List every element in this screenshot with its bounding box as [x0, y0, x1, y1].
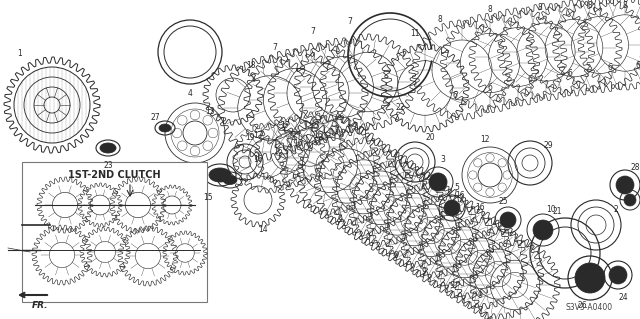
Text: 7: 7: [273, 42, 277, 51]
Text: 16: 16: [293, 138, 303, 147]
Text: 9: 9: [365, 234, 371, 242]
Circle shape: [575, 263, 605, 293]
Text: 10: 10: [546, 205, 556, 214]
Text: 1: 1: [18, 48, 22, 57]
Text: 2: 2: [614, 205, 618, 214]
Text: 5: 5: [454, 183, 460, 192]
Text: 8: 8: [538, 3, 542, 11]
Text: 4: 4: [188, 90, 193, 99]
Text: 8: 8: [623, 1, 627, 10]
Text: FR.: FR.: [32, 300, 48, 309]
Text: 1ST-2ND CLUTCH: 1ST-2ND CLUTCH: [68, 170, 161, 180]
Text: 27: 27: [150, 114, 160, 122]
Circle shape: [429, 173, 447, 191]
Ellipse shape: [209, 168, 231, 182]
Text: 22: 22: [396, 102, 404, 112]
Circle shape: [616, 176, 634, 194]
Circle shape: [609, 266, 627, 284]
Text: 12: 12: [480, 136, 490, 145]
Text: 20: 20: [425, 132, 435, 142]
Text: 14: 14: [258, 226, 268, 234]
Text: 7: 7: [310, 27, 316, 36]
Text: 7: 7: [348, 18, 353, 26]
Text: 11: 11: [410, 28, 420, 38]
Text: 17: 17: [280, 121, 290, 130]
Text: 15: 15: [203, 192, 213, 202]
Text: 3: 3: [440, 155, 445, 165]
Text: 6: 6: [488, 84, 492, 93]
Text: 18: 18: [246, 61, 256, 70]
Text: 9: 9: [422, 268, 426, 277]
Ellipse shape: [159, 124, 171, 132]
Text: 9: 9: [477, 291, 483, 300]
Text: 9: 9: [449, 280, 454, 290]
Text: 6: 6: [636, 61, 640, 70]
Text: 24: 24: [618, 293, 628, 301]
Text: 16: 16: [253, 155, 263, 165]
Text: 17: 17: [253, 130, 263, 139]
Circle shape: [624, 194, 636, 206]
Text: 23: 23: [103, 160, 113, 169]
Text: 28: 28: [630, 162, 640, 172]
Text: 6: 6: [568, 69, 572, 78]
Text: 16: 16: [273, 147, 283, 157]
Text: 25: 25: [498, 197, 508, 206]
Text: 19: 19: [245, 132, 255, 142]
Ellipse shape: [223, 175, 237, 184]
Circle shape: [500, 212, 516, 228]
Text: 8: 8: [588, 1, 593, 10]
Text: 8: 8: [438, 16, 442, 25]
Text: 29: 29: [543, 140, 553, 150]
Text: 13: 13: [205, 107, 215, 115]
Circle shape: [533, 220, 553, 240]
Text: 9: 9: [394, 251, 399, 261]
Bar: [22, 162, 207, 302]
Ellipse shape: [100, 143, 116, 153]
Text: 6: 6: [452, 91, 458, 100]
Text: 16: 16: [455, 190, 465, 199]
Text: 6: 6: [527, 76, 532, 85]
Text: 26: 26: [577, 301, 587, 310]
Text: 21: 21: [552, 206, 562, 216]
Text: 16: 16: [313, 130, 323, 139]
Circle shape: [444, 200, 460, 216]
Text: 16: 16: [475, 204, 485, 212]
Text: 6: 6: [607, 63, 612, 72]
Text: S3V3-A0400: S3V3-A0400: [565, 303, 612, 313]
Text: 9: 9: [337, 216, 342, 225]
Text: 8: 8: [488, 5, 492, 14]
